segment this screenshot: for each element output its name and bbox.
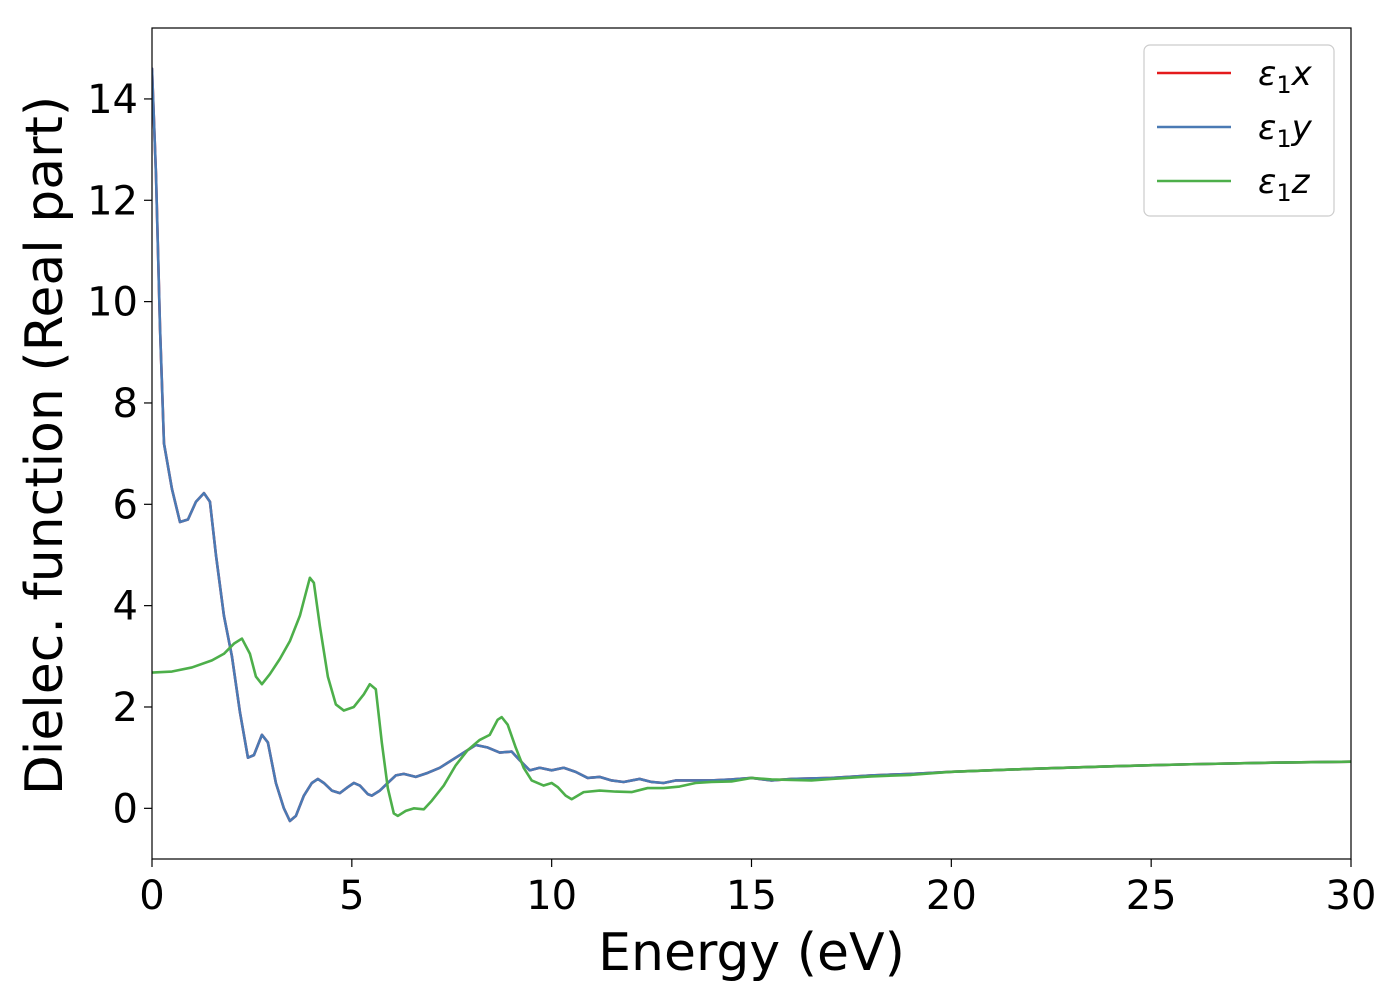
y-tick-label: 4 <box>113 584 138 630</box>
y-axis-label: Dielec. function (Real part) <box>15 96 75 795</box>
y-tick-label: 6 <box>113 482 138 528</box>
x-tick-label: 30 <box>1326 873 1377 919</box>
legend: ε1x ε1y ε1z <box>1143 44 1335 217</box>
y-tick-label: 12 <box>87 178 138 224</box>
series-line-y <box>152 67 1351 823</box>
x-tick-label: 15 <box>726 873 777 919</box>
x-tick-label: 0 <box>139 873 164 919</box>
legend-entry-x: ε1x <box>1258 54 1313 99</box>
y-tick-label: 14 <box>87 77 138 123</box>
x-axis: 0 5 10 15 20 25 30 <box>139 859 1376 919</box>
x-tick-label: 10 <box>526 873 577 919</box>
series-line-z <box>152 576 1351 818</box>
y-tick-label: 0 <box>113 786 138 832</box>
y-tick-label: 2 <box>113 685 138 731</box>
y-tick-label: 8 <box>113 381 138 427</box>
legend-box <box>1143 44 1335 217</box>
series-layer <box>152 67 1351 823</box>
legend-entry-y: ε1y <box>1258 108 1313 153</box>
x-tick-label: 5 <box>339 873 364 919</box>
x-tick-label: 20 <box>926 873 977 919</box>
legend-entry-z: ε1z <box>1258 162 1311 207</box>
y-tick-label: 10 <box>87 280 138 326</box>
x-tick-label: 25 <box>1126 873 1177 919</box>
x-axis-label: Energy (eV) <box>598 923 905 983</box>
y-axis: 0 2 4 6 8 10 12 14 <box>87 77 152 832</box>
